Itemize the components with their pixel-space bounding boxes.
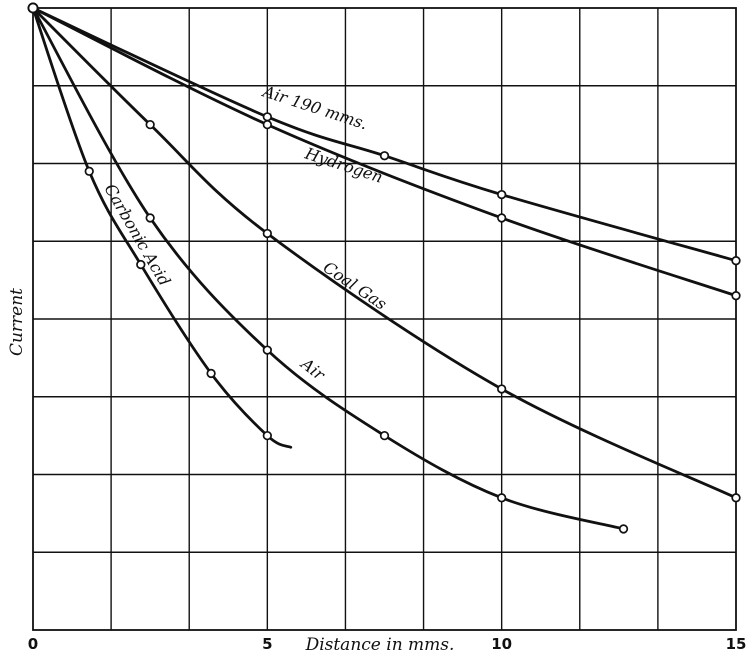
data-point [262,345,272,355]
data-point [497,493,507,503]
data-points [27,2,741,534]
data-point [497,384,507,394]
data-point [27,2,39,14]
data-point [84,166,94,176]
x-tick-label: 0 [28,635,38,653]
data-point [206,368,216,379]
data-point [379,430,390,441]
data-point [731,493,741,503]
data-point [497,189,507,200]
data-point [731,291,741,301]
plot-frame [32,7,737,631]
x-axis-label: Distance in mms. [305,635,455,655]
data-point [618,524,629,534]
series-line-2 [31,6,738,500]
x-tick-label: 15 [726,635,747,653]
data-point [379,151,390,161]
series-label-coal-gas: Coal Gas [320,258,390,314]
grid [33,8,736,630]
data-point [262,430,272,441]
data-point [497,213,507,223]
y-axis-label: Current [7,288,27,356]
data-point [145,213,155,223]
data-point [731,256,741,266]
data-point [262,112,272,122]
data-point [262,119,272,130]
data-point [262,228,272,239]
series-label-air-190: Air 190 mms. [259,81,370,133]
data-point [136,259,146,270]
series-label-hydrogen: Hydrogen [302,143,385,186]
data-point [145,119,155,130]
x-tick-label: 5 [262,635,272,653]
x-tick-label: 10 [491,635,512,653]
series-line-1 [31,6,738,298]
x-tick-labels: 0 5 10 15 [28,635,747,653]
